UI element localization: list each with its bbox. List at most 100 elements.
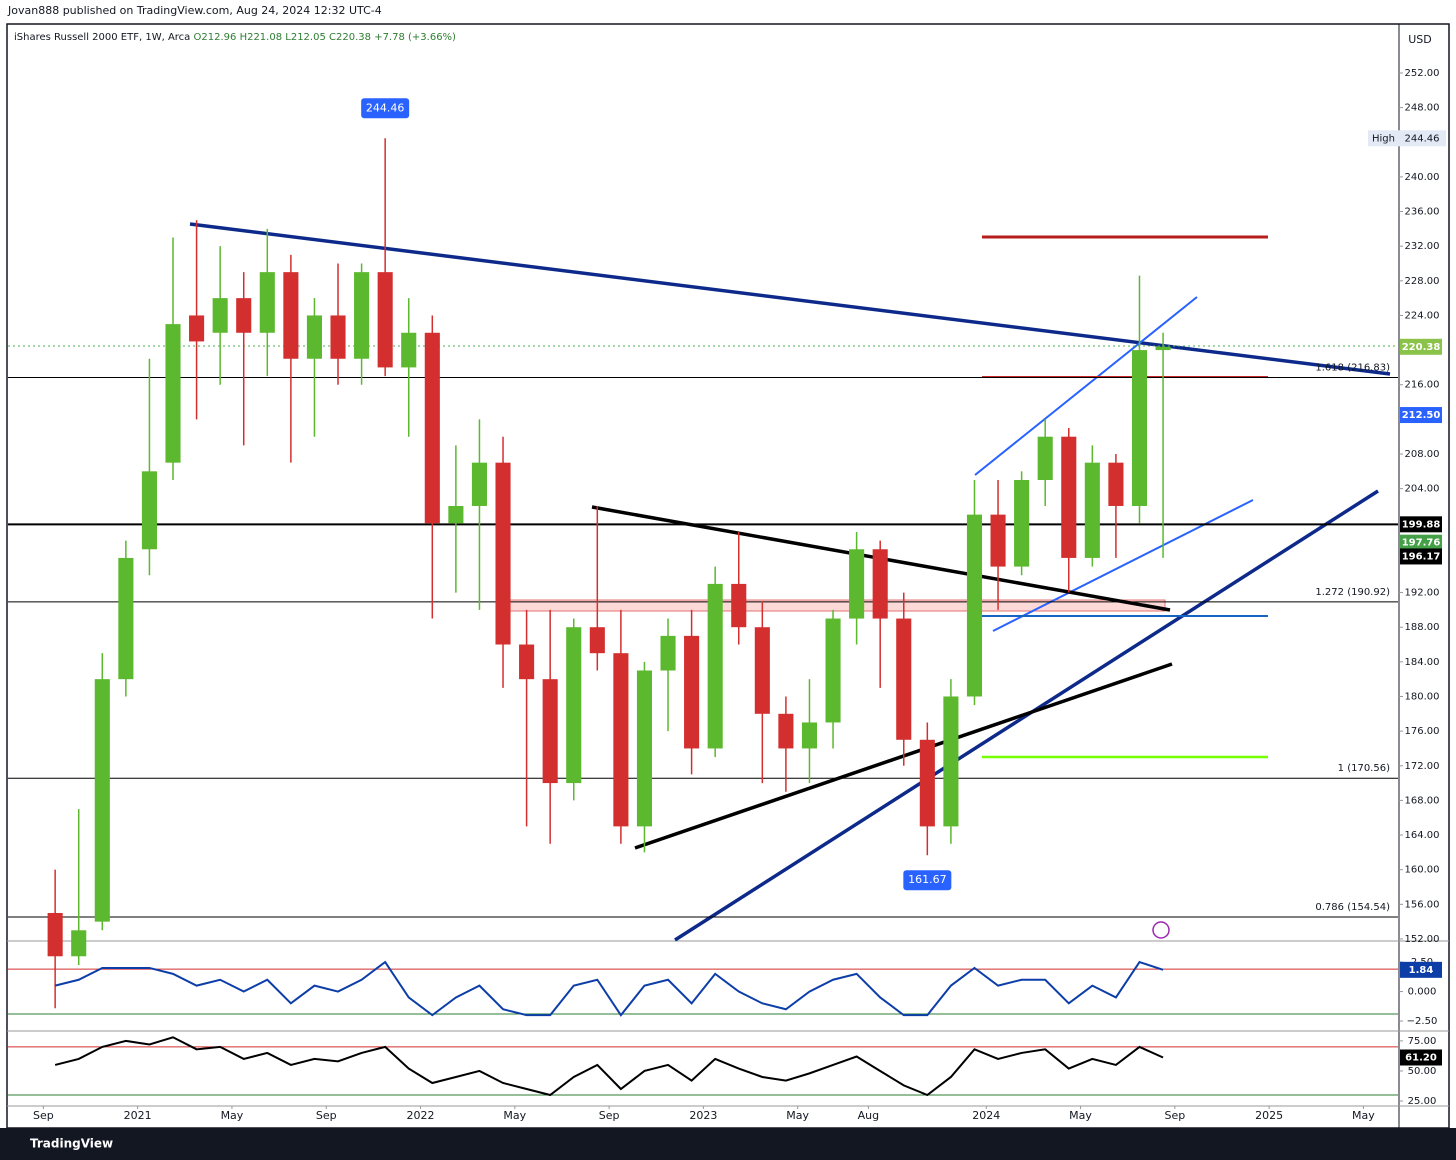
candle-body [1131, 350, 1148, 506]
legend-item: iShares Russell 2000 ETF, 1W, Arca [14, 32, 190, 43]
legend-item: H221.08 [240, 32, 283, 43]
candle-body [1061, 436, 1077, 558]
candle-body [801, 722, 818, 749]
price-badge [1400, 534, 1442, 551]
y-tick-label: 50.00 [1408, 1066, 1437, 1077]
y-tick-label: 208.00 [1405, 449, 1440, 460]
price-badge-label: 212.50 [1402, 410, 1441, 421]
y-tick-label: 236.00 [1405, 207, 1440, 218]
x-tick-label: May [1069, 1109, 1092, 1122]
y-tick-label: 172.00 [1405, 761, 1440, 772]
price-badge [1400, 961, 1442, 978]
price-badge [1400, 407, 1442, 424]
candle-body [71, 930, 87, 957]
candle-body [212, 298, 228, 333]
candle-body [118, 557, 134, 680]
x-tick-label: 2024 [972, 1109, 1000, 1122]
channel-line [974, 296, 1198, 476]
x-tick-label: Sep [1164, 1109, 1185, 1122]
high-text: High [1372, 133, 1395, 144]
trendline [189, 222, 1391, 376]
legend: iShares Russell 2000 ETF, 1W, Arca O212.… [14, 32, 456, 43]
legend-item: +7.78 (+3.66%) [374, 32, 456, 43]
y-tick-label: 224.00 [1405, 310, 1440, 321]
legend-item: C220.38 [329, 32, 371, 43]
channel-line [992, 499, 1254, 632]
price-badge-label: 1.84 [1409, 965, 1434, 976]
candle-body [519, 644, 535, 680]
candle-body [825, 618, 841, 723]
x-tick-label: Sep [316, 1109, 337, 1122]
y-tick-label: 152.00 [1405, 934, 1440, 945]
indicator-line [54, 960, 1164, 1017]
level-label: 1 (170.56) [1338, 763, 1390, 774]
x-tick-label: Aug [858, 1109, 879, 1122]
legend-item: O212.96 [194, 32, 237, 43]
y-tick-label: 248.00 [1405, 103, 1440, 114]
candle-body [966, 514, 983, 697]
candle-body [1014, 479, 1030, 567]
y-tick-label: 164.00 [1405, 830, 1440, 841]
candle-body [896, 618, 912, 740]
candle-body [283, 272, 299, 359]
level-label: 1.272 (190.92) [1315, 587, 1390, 598]
candle-body [424, 332, 440, 524]
y-tick-label: 75.00 [1408, 1036, 1437, 1047]
candle-body [330, 315, 346, 359]
candle-body [471, 462, 487, 506]
candle-body [1108, 462, 1124, 506]
indicator-line [54, 1036, 1164, 1097]
price-badge-label: 220.38 [1402, 342, 1441, 353]
candle-body [306, 315, 322, 359]
candle-body [1155, 346, 1171, 351]
extreme-badge [903, 870, 952, 891]
candle-body [684, 635, 700, 749]
x-tick-label: 2025 [1255, 1109, 1283, 1122]
price-badge-label: 197.76 [1402, 538, 1441, 549]
candle-body [778, 713, 794, 749]
candle-body [1084, 462, 1100, 558]
price-badge [1400, 338, 1442, 355]
legend-item: L212.05 [285, 32, 326, 43]
candle-body [448, 505, 464, 524]
currency: USD [1408, 33, 1432, 46]
candle-body [542, 679, 558, 784]
candle-body [919, 739, 935, 827]
extreme-label: 244.46 [366, 101, 405, 114]
candle-body [236, 298, 252, 333]
x-tick-label: 2023 [689, 1109, 717, 1122]
x-tick-label: Sep [33, 1109, 54, 1122]
candle-body [377, 272, 393, 368]
footer-logo: TradingView [30, 1137, 113, 1151]
candle-body [613, 653, 629, 827]
y-tick-label: 176.00 [1405, 726, 1440, 737]
candle-body [660, 635, 676, 671]
y-tick-label: 25.00 [1408, 1096, 1437, 1107]
candle-body [566, 627, 582, 784]
candle-body [990, 514, 1006, 567]
y-tick-label: 168.00 [1405, 795, 1440, 806]
x-tick-label: Sep [599, 1109, 620, 1122]
price-badge-label: 196.17 [1402, 551, 1441, 562]
drawings [8, 222, 1398, 942]
price-badge [1400, 1049, 1442, 1066]
price-badge-label: 61.20 [1405, 1052, 1437, 1063]
candle-body [495, 462, 511, 645]
y-tick-label: 0.000 [1408, 987, 1437, 998]
candle-body [872, 549, 888, 619]
x-tick-label: May [786, 1109, 809, 1122]
price-badge [1400, 548, 1442, 565]
y-tick-label: 232.00 [1405, 241, 1440, 252]
y-tick-label: 192.00 [1405, 588, 1440, 599]
price-badge [1400, 516, 1442, 533]
candle-body [636, 670, 653, 827]
candle-body [141, 471, 157, 550]
y-tick-label: 252.00 [1405, 68, 1440, 79]
y-tick-label: 156.00 [1405, 899, 1440, 910]
y-tick-label: −2.50 [1407, 1016, 1438, 1027]
y-tick-label: 188.00 [1405, 622, 1440, 633]
candle-body [401, 332, 417, 368]
candle-body [943, 696, 959, 827]
candle-body [589, 627, 605, 654]
